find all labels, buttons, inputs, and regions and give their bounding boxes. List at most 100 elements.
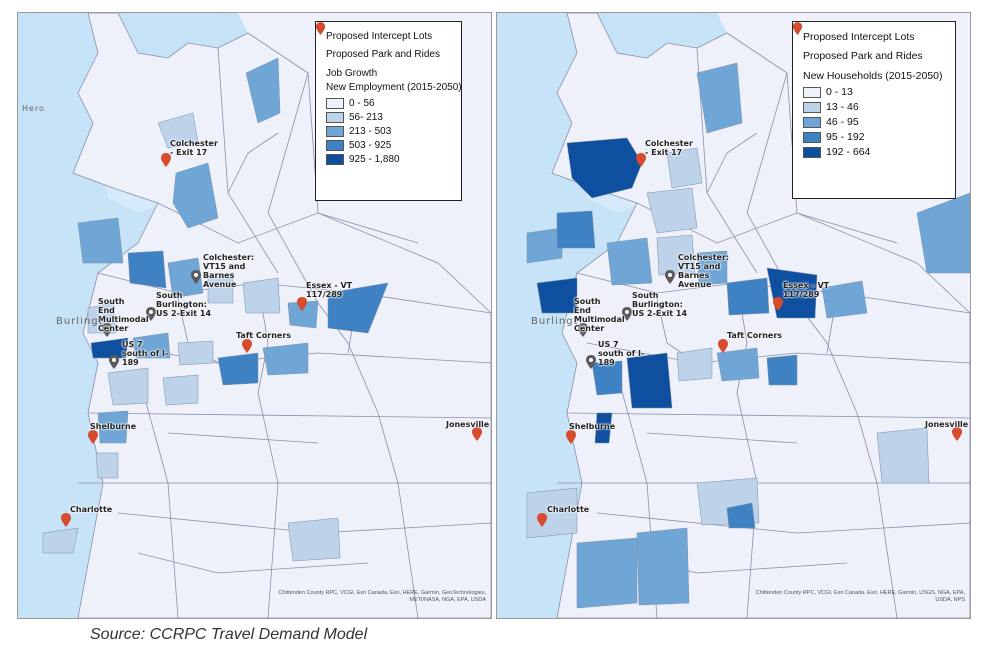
label-essex-r: Essex - VT 117/289 [783, 281, 830, 299]
park-ride-pin-shelburne-r[interactable] [566, 430, 576, 444]
label-us7: US 7 south of I-189 [122, 340, 169, 367]
label-taft-r: Taft Corners [727, 331, 783, 340]
legend-right-class-4-label: 95 - 192 [826, 131, 865, 143]
label-essex: Essex - VT 117/289 [306, 281, 353, 299]
basemap-burlington-left: Burlingt [56, 316, 104, 327]
swatch-class-4 [326, 140, 344, 151]
intercept-pin-south-burlington[interactable] [146, 307, 156, 321]
park-ride-pin-shelburne[interactable] [88, 430, 98, 444]
swatch-class-3 [326, 126, 344, 137]
legend-class-1-label: 0 - 56 [349, 98, 375, 109]
legend-right-intercept-row: Proposed Intercept Lots [793, 22, 947, 43]
lake-champlain-right [497, 13, 637, 618]
legend-class-5: 925 - 1,880 [326, 154, 453, 165]
swatch-right-class-1 [803, 86, 821, 98]
park-ride-pin-jonesville[interactable] [472, 427, 482, 441]
legend-right-class-5-label: 192 - 664 [826, 146, 871, 158]
park-ride-pin-colchester-r[interactable] [636, 153, 646, 167]
intercept-pin-south-end[interactable] [102, 323, 112, 337]
legend-right-class-1-label: 0 - 13 [826, 86, 853, 98]
label-taft: Taft Corners [236, 331, 292, 340]
legend-right-class-3: 46 - 95 [803, 116, 947, 128]
legend-right-park-row: Proposed Park and Rides [793, 22, 947, 62]
legend-intercept-row: Proposed Intercept Lots [316, 22, 453, 42]
swatch-right-class-3 [803, 116, 821, 128]
legend-right-class-3-label: 46 - 95 [826, 116, 859, 128]
legend-park-row: Proposed Park and Rides [316, 22, 453, 60]
park-ride-pin-charlotte[interactable] [61, 513, 71, 527]
park-ride-pin-taft[interactable] [242, 339, 252, 353]
legend-intercept-label: Proposed Intercept Lots [326, 31, 433, 42]
household-growth-map[interactable]: Proposed Intercept Lots Proposed Park an… [496, 12, 971, 619]
label-charlotte-r: Charlotte [547, 505, 590, 514]
swatch-right-class-2 [803, 101, 821, 113]
intercept-pin-south-burlington-r[interactable] [622, 307, 632, 321]
intercept-pin-south-end-r[interactable] [578, 323, 588, 337]
map-canvas-left [18, 13, 491, 618]
legend-right-park-label: Proposed Park and Rides [803, 50, 923, 62]
legend-right-class-1: 0 - 13 [803, 86, 947, 98]
swatch-class-1 [326, 98, 344, 109]
park-ride-pin-essex[interactable] [297, 297, 307, 311]
label-colchester-vt15: Colchester: VT15 and Barnes Avenue [203, 253, 255, 289]
legend-class-4: 503 - 925 [326, 140, 453, 151]
label-colchester-vt15-r: Colchester: VT15 and Barnes Avenue [678, 253, 730, 289]
intercept-pin-us7-r[interactable] [586, 355, 596, 369]
legend-class-3: 213 - 503 [326, 126, 453, 137]
label-south-burlington-r: South Burlington: US 2-Exit 14 [632, 291, 688, 318]
label-us7-r: US 7 south of I-189 [598, 340, 645, 367]
label-south-end-r: South End Multimodal Center [574, 297, 625, 333]
attribution-left-line2: METI/NASA, NGA, EPA, USDA [409, 597, 486, 603]
swatch-class-5 [326, 154, 344, 165]
attribution-right: Chittenden County RPC, VCGI, Esri Canada… [725, 590, 965, 604]
attribution-left-line1: Chittenden County RPC, VCGI, Esri Canada… [278, 590, 486, 596]
legend-class-4-label: 503 - 925 [349, 140, 392, 151]
intercept-pin-vt15-r[interactable] [665, 270, 675, 284]
park-ride-pin-charlotte-r[interactable] [537, 513, 547, 527]
source-caption: Source: CCRPC Travel Demand Model [90, 626, 368, 643]
park-ride-pin-jonesville-r[interactable] [952, 427, 962, 441]
job-growth-map[interactable]: Proposed Intercept Lots Proposed Park an… [17, 12, 492, 619]
legend-right-class-5: 192 - 664 [803, 146, 947, 158]
label-charlotte: Charlotte [70, 505, 113, 514]
legend-right-class-2-label: 13 - 46 [826, 101, 859, 113]
household-tracts [526, 62, 970, 609]
intercept-pin-vt15[interactable] [191, 270, 201, 284]
park-ride-pin-essex-r[interactable] [773, 297, 783, 311]
label-shelburne: Shelburne [90, 422, 137, 431]
intercept-pin-us7[interactable] [109, 355, 119, 369]
basemap-burlington-right: Burlingt [531, 316, 579, 327]
swatch-right-class-5 [803, 146, 821, 158]
label-colchester-exit17-r: Colchester - Exit 17 [645, 139, 693, 157]
lake-north-right [597, 13, 727, 58]
label-jonesville-r: Jonesville [925, 420, 969, 429]
legend-class-3-label: 213 - 503 [349, 126, 392, 137]
legend-right-title: New Households (2015-2050) [803, 70, 943, 82]
label-south-end: South End Multimodal Center [98, 297, 149, 333]
legend-right-class-4: 95 - 192 [803, 131, 947, 143]
park-ride-pin-colchester[interactable] [161, 153, 171, 167]
attribution-right-line2: USDA, NPS [935, 597, 965, 603]
employment-tracts [42, 57, 389, 562]
map-canvas-right [497, 13, 970, 618]
legend-left: Proposed Intercept Lots Proposed Park an… [315, 21, 462, 201]
legend-title-1: Job Growth [326, 68, 378, 79]
legend-right-intercept-label: Proposed Intercept Lots [803, 31, 915, 43]
label-colchester-exit17: Colchester - Exit 17 [170, 139, 218, 157]
legend-right: Proposed Intercept Lots Proposed Park an… [792, 21, 956, 199]
legend-class-5-label: 925 - 1,880 [349, 154, 400, 165]
legend-title-2: New Employment (2015-2050) [326, 82, 462, 93]
park-ride-pin-taft-r[interactable] [718, 339, 728, 353]
lake-north-left [118, 13, 248, 58]
swatch-right-class-4 [803, 131, 821, 143]
park-and-ride-pin-icon [316, 22, 325, 35]
legend-class-1: 0 - 56 [326, 98, 453, 109]
legend-class-2: 56- 213 [326, 112, 453, 123]
lake-champlain-left [18, 13, 158, 618]
attribution-left: Chittenden County RPC, VCGI, Esri Canada… [248, 590, 486, 604]
basemap-hero-left: Hero [22, 104, 45, 113]
park-and-ride-pin-icon [793, 22, 802, 35]
label-jonesville: Jonesville [446, 420, 490, 429]
legend-right-class-2: 13 - 46 [803, 101, 947, 113]
label-shelburne-r: Shelburne [569, 422, 616, 431]
